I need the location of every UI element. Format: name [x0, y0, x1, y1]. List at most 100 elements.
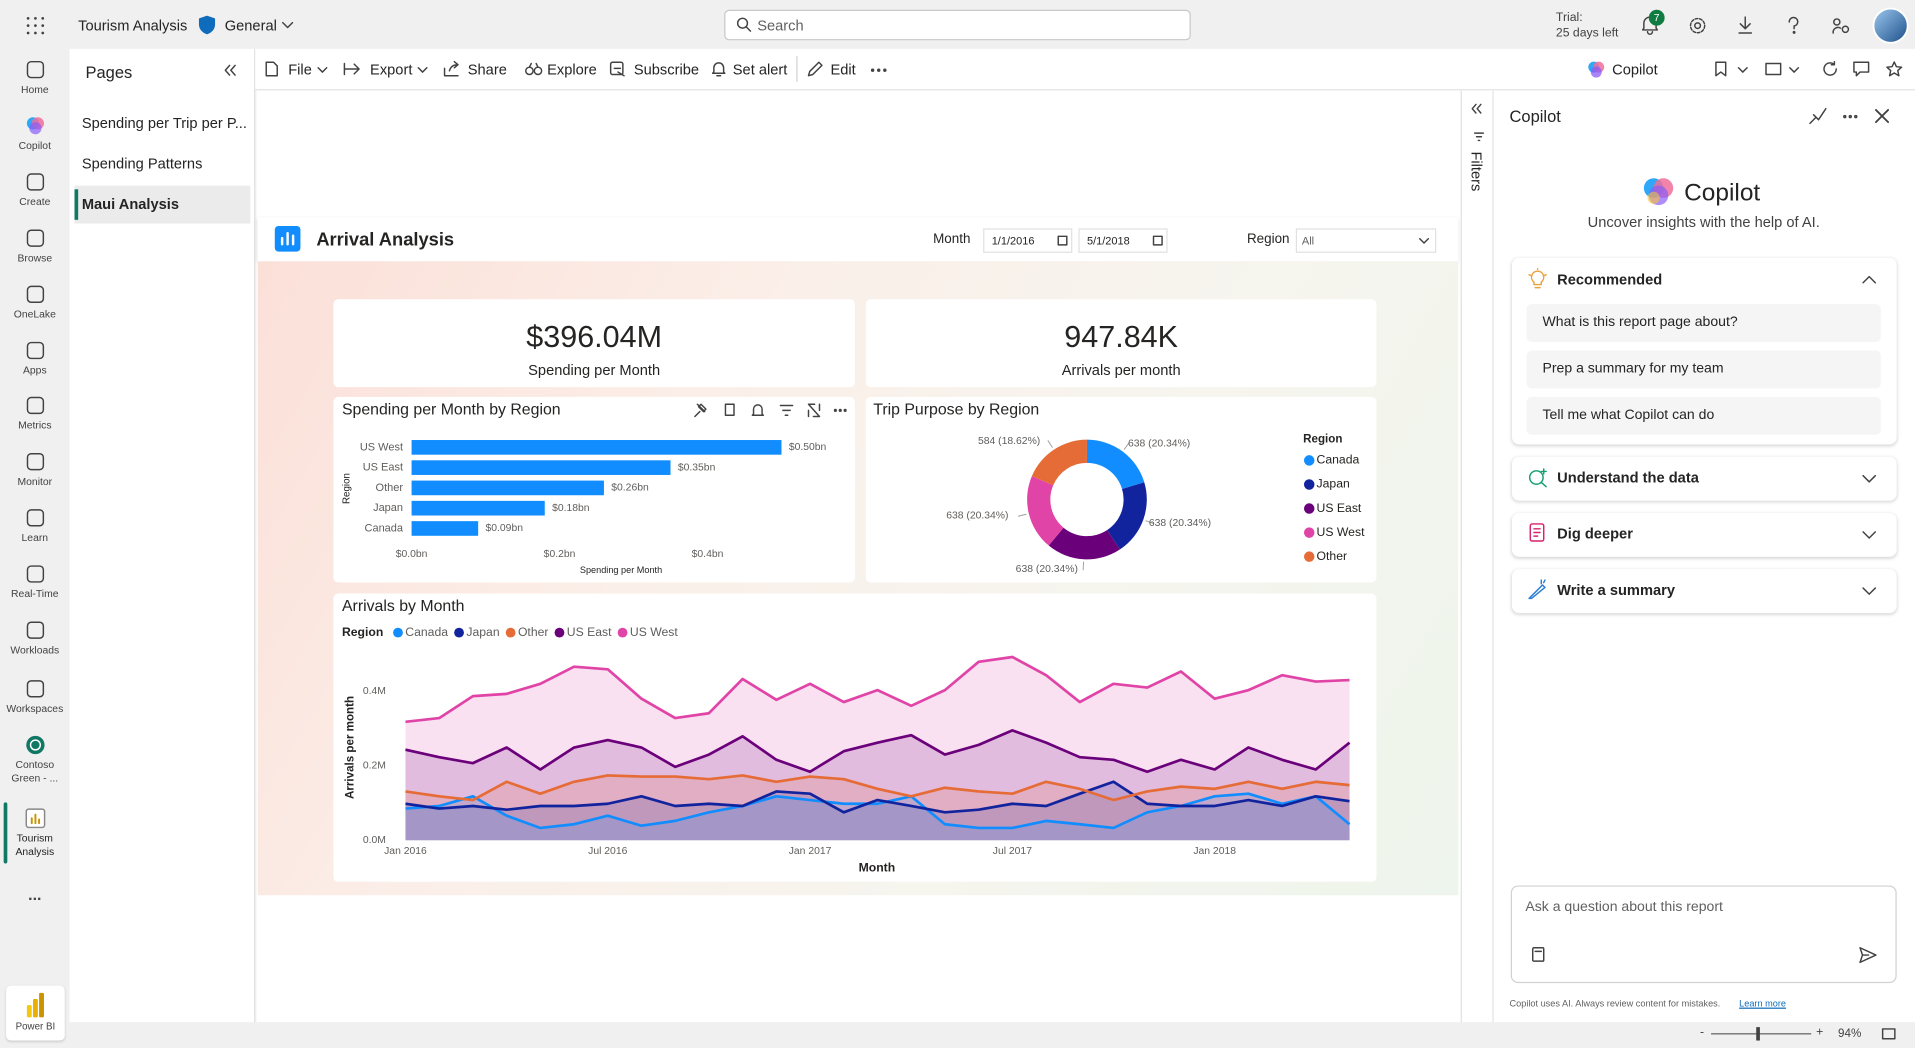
- legend-label: Japan: [466, 625, 499, 639]
- zoom-thumb[interactable]: [1756, 1027, 1760, 1041]
- date-end-input[interactable]: [1078, 228, 1168, 253]
- nav-label[interactable]: Tourism Analysis: [15, 831, 55, 858]
- toolbar-file[interactable]: File: [288, 61, 312, 79]
- more-options[interactable]: [870, 68, 887, 72]
- chevron-up[interactable]: [1862, 275, 1877, 284]
- close-icon[interactable]: [1875, 109, 1890, 124]
- toolbar-explore[interactable]: Explore: [547, 61, 597, 79]
- fit-page-icon[interactable]: [1881, 1028, 1896, 1040]
- expand-filters[interactable]: [1471, 103, 1482, 114]
- nav-label[interactable]: Learn: [21, 531, 49, 544]
- toolbar-share[interactable]: Share: [467, 61, 507, 79]
- export-icon: [343, 62, 360, 76]
- view-icon[interactable]: [1765, 62, 1782, 76]
- calendar-icon: [1152, 235, 1163, 246]
- nav-label[interactable]: Monitor: [17, 475, 53, 488]
- chat-input[interactable]: [1510, 885, 1897, 984]
- download-icon[interactable]: [1738, 16, 1753, 34]
- recommended-title[interactable]: Recommended: [1557, 271, 1663, 289]
- data-label: 638 (20.34%): [1149, 518, 1211, 529]
- nav-label[interactable]: Real-Time: [11, 587, 59, 600]
- copilot-logo-small: [1588, 61, 1605, 78]
- nav-label[interactable]: Workspaces: [6, 702, 64, 715]
- avatar[interactable]: [1872, 7, 1909, 44]
- learn-more-link[interactable]: Learn more: [1739, 997, 1786, 1009]
- page-tab[interactable]: Maui Analysis: [74, 185, 251, 224]
- file-icon: [265, 61, 278, 77]
- page-tab[interactable]: Spending per Trip per P...: [81, 114, 247, 132]
- clear-chat-icon[interactable]: [1809, 107, 1827, 125]
- page-tab[interactable]: Spending Patterns: [81, 155, 203, 173]
- legend-label: Other: [518, 625, 549, 639]
- data-label: 638 (20.34%): [1016, 564, 1078, 575]
- collapse-pages[interactable]: [224, 64, 236, 76]
- help-icon[interactable]: [1788, 16, 1799, 34]
- copilot-section[interactable]: [1511, 569, 1897, 614]
- filters-pane[interactable]: [1460, 90, 1494, 1023]
- chevron-down: [1862, 531, 1877, 539]
- prompt-suggestion[interactable]: Tell me what Copilot can do: [1526, 396, 1881, 435]
- app-launcher-icon[interactable]: [26, 16, 45, 35]
- nav-label[interactable]: Browse: [17, 251, 53, 264]
- legend-marker: [505, 627, 516, 638]
- prompt-guide-icon[interactable]: [1531, 946, 1545, 963]
- pages-title: Pages: [85, 63, 133, 82]
- zoom-minus[interactable]: -: [1700, 1025, 1705, 1040]
- toolbar-set-alert[interactable]: Set alert: [732, 61, 788, 79]
- share-icon: [443, 60, 459, 77]
- search-placeholder: Search: [757, 17, 804, 35]
- refresh-icon[interactable]: [1822, 60, 1838, 77]
- app-name[interactable]: Tourism Analysis: [78, 17, 188, 35]
- region-dropdown[interactable]: [1295, 228, 1437, 253]
- data-label: $0.26bn: [611, 483, 649, 494]
- prompt-suggestion[interactable]: What is this report page about?: [1526, 304, 1881, 342]
- send-icon[interactable]: [1859, 946, 1877, 964]
- nav-more[interactable]: ...: [28, 885, 42, 904]
- favorite-icon[interactable]: [1886, 61, 1903, 77]
- nav-label[interactable]: Workloads: [10, 643, 60, 656]
- toolbar-edit[interactable]: Edit: [830, 61, 856, 79]
- visual-header-icons[interactable]: [694, 403, 850, 418]
- nav-label[interactable]: OneLake: [13, 307, 56, 320]
- line: [405, 774, 1350, 802]
- page-active-indicator: [74, 189, 79, 220]
- more-options[interactable]: [1843, 114, 1858, 119]
- share-icon[interactable]: [1832, 17, 1850, 34]
- toolbar-export[interactable]: Export: [370, 61, 413, 79]
- trial-days: 25 days left: [1555, 26, 1619, 41]
- chevron-down[interactable]: [281, 21, 294, 29]
- zoom-slider[interactable]: [1711, 1033, 1812, 1035]
- pie-slice: [1031, 439, 1087, 486]
- nav-label[interactable]: Contoso Green - ...: [11, 758, 59, 785]
- workspace-label[interactable]: General: [224, 17, 277, 35]
- date-start-input[interactable]: [983, 228, 1073, 253]
- nav-label[interactable]: Create: [19, 195, 51, 208]
- nav-label[interactable]: Copilot: [18, 139, 51, 152]
- filters-label[interactable]: Filters: [1468, 151, 1486, 192]
- pie-slice: [1107, 482, 1147, 550]
- region-value: All: [1301, 234, 1315, 247]
- nav-icon: [26, 452, 45, 471]
- kpi-label: Spending per Month: [528, 361, 661, 379]
- copilot-section[interactable]: [1511, 512, 1897, 557]
- search-icon: [736, 17, 752, 32]
- toolbar-divider: [796, 56, 798, 82]
- x-tick-label: Jan 2017: [789, 846, 832, 857]
- copilot-hero-subtitle: Uncover insights with the help of AI.: [1587, 213, 1820, 231]
- chevron-down[interactable]: [1737, 67, 1748, 73]
- toolbar-copilot[interactable]: Copilot: [1612, 61, 1658, 79]
- settings-icon[interactable]: [1689, 17, 1706, 34]
- prompt-suggestion[interactable]: Prep a summary for my team: [1526, 350, 1881, 389]
- comment-icon[interactable]: [1853, 61, 1870, 77]
- nav-label[interactable]: Apps: [22, 363, 47, 377]
- search-box[interactable]: [724, 9, 1191, 41]
- bookmark-icon[interactable]: [1715, 61, 1727, 77]
- nav-label[interactable]: Metrics: [18, 418, 52, 432]
- chevron-down[interactable]: [1789, 67, 1800, 73]
- copilot-section[interactable]: [1511, 456, 1897, 501]
- nav-label[interactable]: Home: [20, 83, 49, 96]
- zoom-plus[interactable]: +: [1816, 1025, 1824, 1040]
- toolbar-subscribe[interactable]: Subscribe: [633, 61, 700, 79]
- y-tick-label: US East: [363, 462, 403, 474]
- data-label: 584 (18.62%): [978, 436, 1040, 447]
